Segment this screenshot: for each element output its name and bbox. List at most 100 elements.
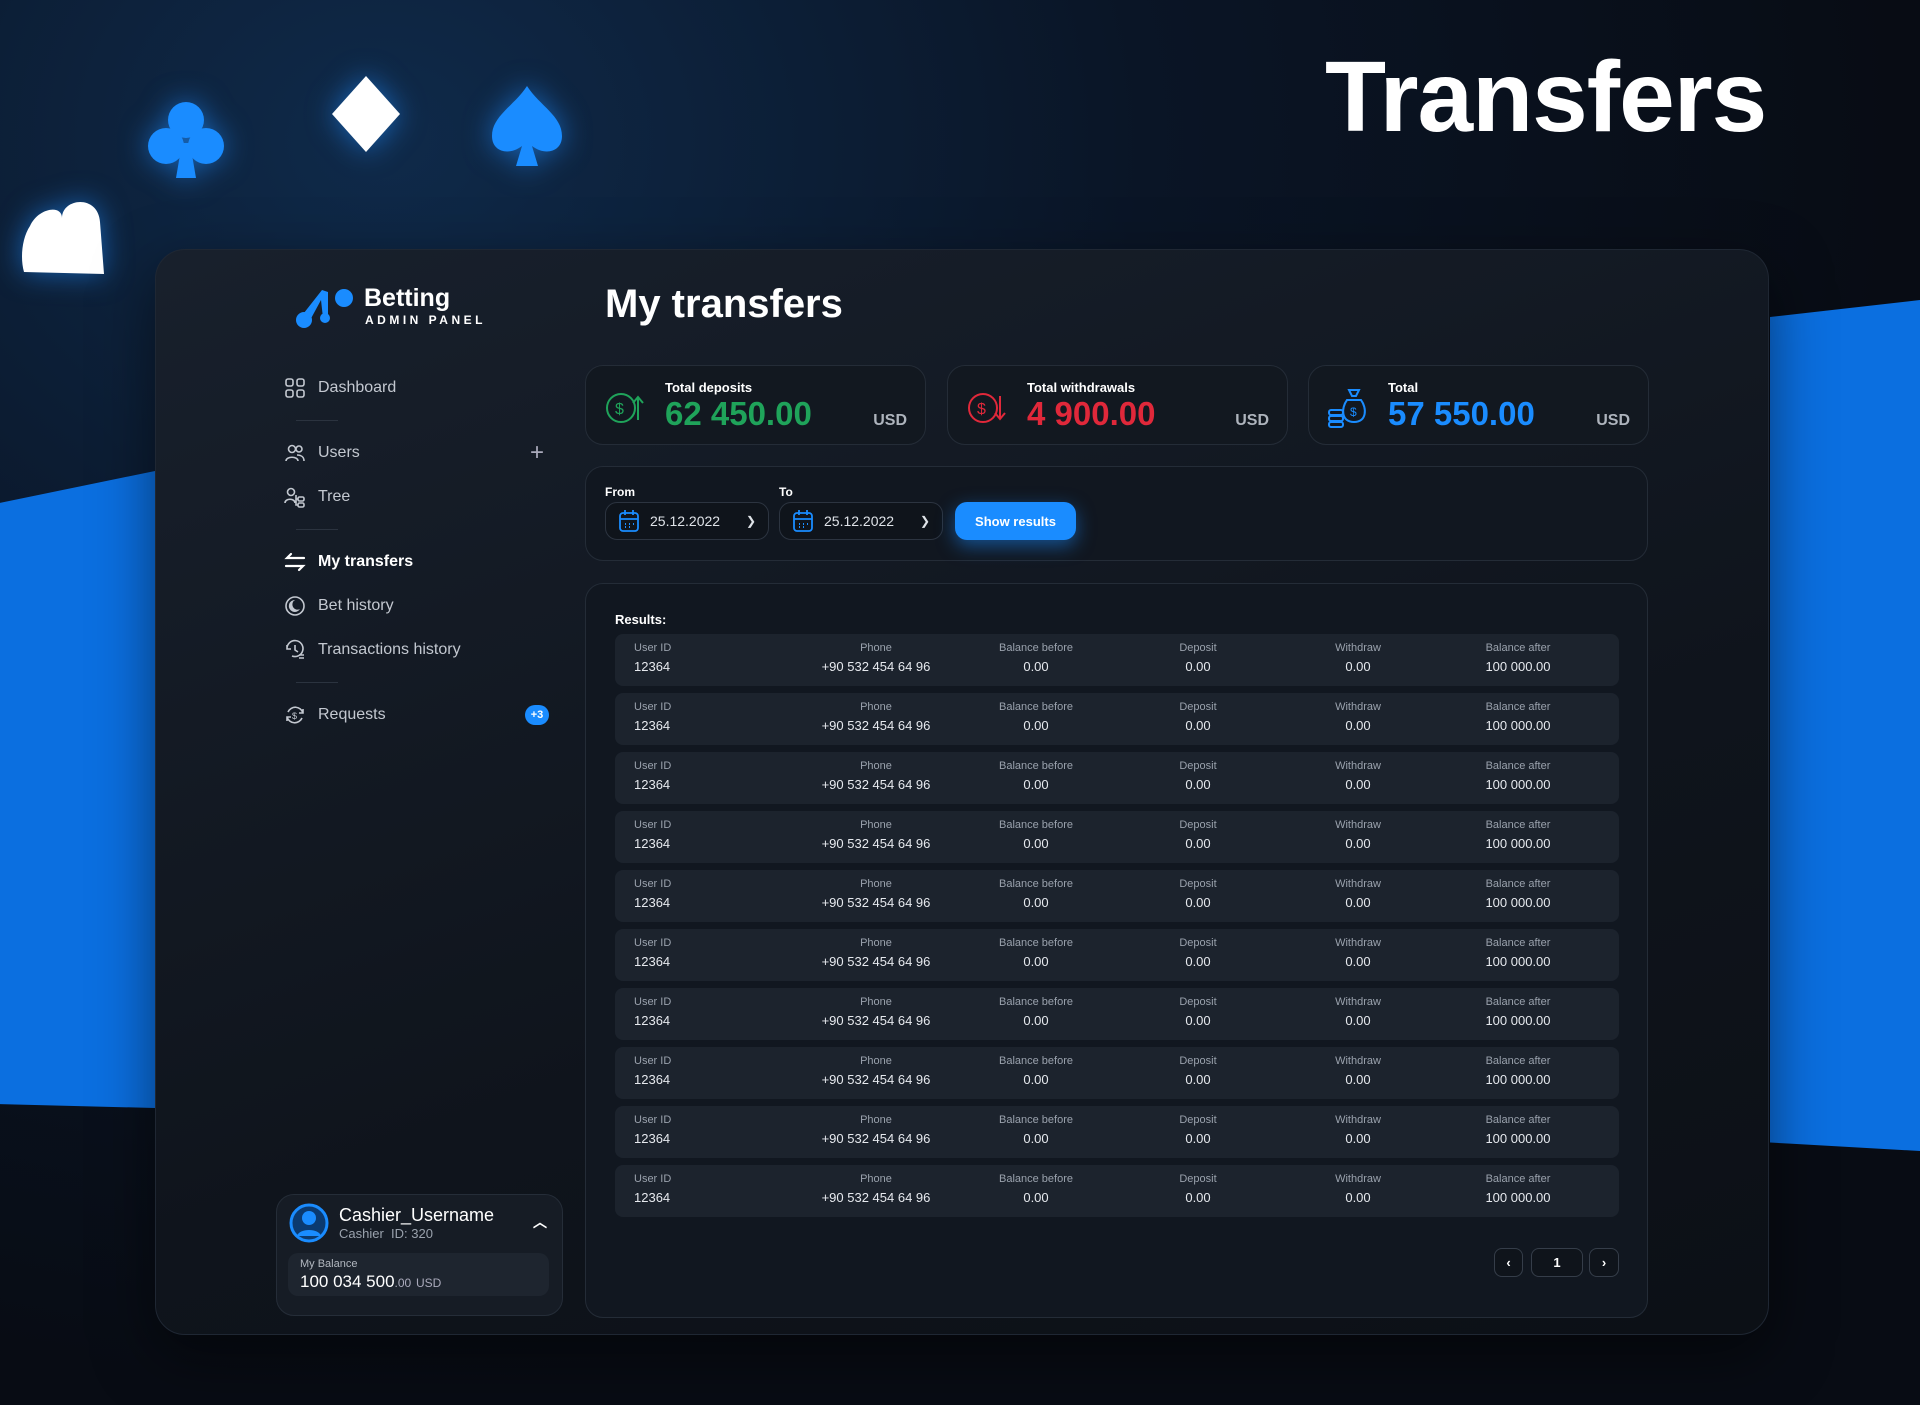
table-row[interactable]: User ID 12364 Phone +90 532 454 64 96 Balanc… <box>615 811 1619 863</box>
cell-value: 0.00 <box>1185 718 1211 733</box>
heart-icon <box>22 202 104 274</box>
show-results-button[interactable]: Show results <box>955 502 1076 540</box>
table-row[interactable]: User ID 12364 Phone +90 532 454 64 96 Balanc… <box>615 870 1619 922</box>
balance-decimals: .00 <box>394 1276 412 1290</box>
cell-value: 0.00 <box>1345 777 1371 792</box>
cell-value: 100 000.00 <box>1485 836 1551 851</box>
cell-value: 0.00 <box>1185 1072 1211 1087</box>
column-header: User ID <box>634 1173 672 1185</box>
column-header: Withdraw <box>1335 642 1381 654</box>
prev-page-button[interactable]: ‹ <box>1494 1248 1523 1277</box>
to-date-picker[interactable]: 25.12.2022 ❯ <box>779 502 943 540</box>
column-header: Deposit <box>1179 819 1217 831</box>
column-header: Phone <box>860 1114 892 1126</box>
column-header: User ID <box>634 1114 672 1126</box>
sidebar-item-users[interactable]: Users <box>284 435 554 471</box>
decorative-blue-shape-right <box>1770 300 1920 1151</box>
cell-value: 100 000.00 <box>1485 954 1551 969</box>
sidebar-item-transactions-history[interactable]: Transactions history <box>284 632 554 668</box>
deposit-cell: Deposit 0.00 <box>1118 996 1278 1028</box>
svg-text:$: $ <box>615 401 624 418</box>
sidebar-item-bet-history[interactable]: Bet history <box>284 588 554 624</box>
balance-before-cell: Balance before 0.00 <box>956 878 1116 910</box>
cell-value: 0.00 <box>1023 1013 1049 1028</box>
requests-badge: +3 <box>525 705 549 725</box>
user-id-cell: User ID 12364 <box>634 937 794 969</box>
tree-icon <box>284 487 305 508</box>
balance-before-cell: Balance before 0.00 <box>956 642 1116 674</box>
transactions-history-icon <box>286 639 304 659</box>
cell-value: 12364 <box>634 777 671 792</box>
page-number[interactable]: 1 <box>1531 1248 1583 1277</box>
next-page-button[interactable]: › <box>1589 1248 1619 1277</box>
column-header: Withdraw <box>1335 1114 1381 1126</box>
add-user-button[interactable]: + <box>530 439 545 466</box>
chevron-down-icon: ❯ <box>919 514 930 528</box>
table-row[interactable]: User ID 12364 Phone +90 532 454 64 96 Balanc… <box>615 1106 1619 1158</box>
cell-value: 0.00 <box>1345 836 1371 851</box>
table-row[interactable]: User ID 12364 Phone +90 532 454 64 96 Balanc… <box>615 752 1619 804</box>
sidebar-item-label: Bet history <box>318 597 394 614</box>
cell-value: 0.00 <box>1185 836 1211 851</box>
phone-cell: Phone +90 532 454 64 96 <box>796 701 956 733</box>
cell-value: +90 532 454 64 96 <box>821 895 931 910</box>
column-header: Balance after <box>1485 937 1551 949</box>
phone-cell: Phone +90 532 454 64 96 <box>796 937 956 969</box>
sidebar-item-label: Requests <box>318 706 386 723</box>
balance-label: My Balance <box>300 1258 358 1270</box>
sidebar-item-my-transfers[interactable]: My transfers <box>284 544 554 580</box>
diamond-icon <box>332 76 400 152</box>
balance-before-cell: Balance before 0.00 <box>956 996 1116 1028</box>
cell-value: +90 532 454 64 96 <box>821 1190 931 1205</box>
column-header: Deposit <box>1179 878 1217 890</box>
column-header: Balance before <box>999 878 1073 890</box>
avatar <box>289 1203 329 1243</box>
table-row[interactable]: User ID 12364 Phone +90 532 454 64 96 Balanc… <box>615 1047 1619 1099</box>
user-id-cell: User ID 12364 <box>634 1173 794 1205</box>
table-row[interactable]: User ID 12364 Phone +90 532 454 64 96 Balanc… <box>615 988 1619 1040</box>
table-row[interactable]: User ID 12364 Phone +90 532 454 64 96 Balanc… <box>615 693 1619 745</box>
sidebar-item-dashboard[interactable]: Dashboard <box>284 370 554 406</box>
column-header: Phone <box>860 996 892 1008</box>
cell-value: 100 000.00 <box>1485 777 1551 792</box>
phone-cell: Phone +90 532 454 64 96 <box>796 819 956 851</box>
sidebar-item-tree[interactable]: Tree <box>284 479 554 515</box>
table-row[interactable]: User ID 12364 Phone +90 532 454 64 96 Balanc… <box>615 634 1619 686</box>
balance-after-cell: Balance after 100 000.00 <box>1438 1055 1598 1087</box>
balance-currency: USD <box>415 1276 442 1290</box>
column-header: Balance before <box>999 701 1073 713</box>
from-date-picker[interactable]: 25.12.2022 ❯ <box>605 502 769 540</box>
column-header: Phone <box>860 760 892 772</box>
withdraw-cell: Withdraw 0.00 <box>1278 819 1438 851</box>
column-header: Balance before <box>999 937 1073 949</box>
withdrawal-icon: $ <box>968 393 1006 423</box>
requests-icon: $ <box>286 706 304 724</box>
column-header: Balance before <box>999 1114 1073 1126</box>
column-header: Balance after <box>1485 760 1551 772</box>
table-row[interactable]: User ID 12364 Phone +90 532 454 64 96 Balanc… <box>615 929 1619 981</box>
from-date-value: 25.12.2022 <box>650 513 721 529</box>
cell-value: 0.00 <box>1023 836 1049 851</box>
column-header: Phone <box>860 701 892 713</box>
stat-label: Total <box>1388 380 1419 395</box>
column-header: User ID <box>634 1055 672 1067</box>
sidebar-item-requests[interactable]: $ Requests <box>284 697 554 733</box>
user-id-cell: User ID 12364 <box>634 1055 794 1087</box>
table-row[interactable]: User ID 12364 Phone +90 532 454 64 96 Balanc… <box>615 1165 1619 1217</box>
cell-value: 0.00 <box>1185 659 1211 674</box>
withdraw-cell: Withdraw 0.00 <box>1278 937 1438 969</box>
balance-main: 100 034 500 <box>300 1272 395 1291</box>
chevron-up-icon[interactable]: ︿ <box>533 1214 547 1230</box>
column-header: Deposit <box>1179 1055 1217 1067</box>
cell-value: 0.00 <box>1345 1131 1371 1146</box>
cell-value: 100 000.00 <box>1485 1072 1551 1087</box>
column-header: Deposit <box>1179 996 1217 1008</box>
balance-after-cell: Balance after 100 000.00 <box>1438 819 1598 851</box>
stat-card-total: $ Total 57 550.00 USD <box>1308 365 1649 445</box>
column-header: Balance before <box>999 642 1073 654</box>
balance-before-cell: Balance before 0.00 <box>956 1173 1116 1205</box>
stat-currency: USD <box>873 412 907 429</box>
user-id-cell: User ID 12364 <box>634 642 794 674</box>
cell-value: 12364 <box>634 1013 671 1028</box>
column-header: Deposit <box>1179 1173 1217 1185</box>
